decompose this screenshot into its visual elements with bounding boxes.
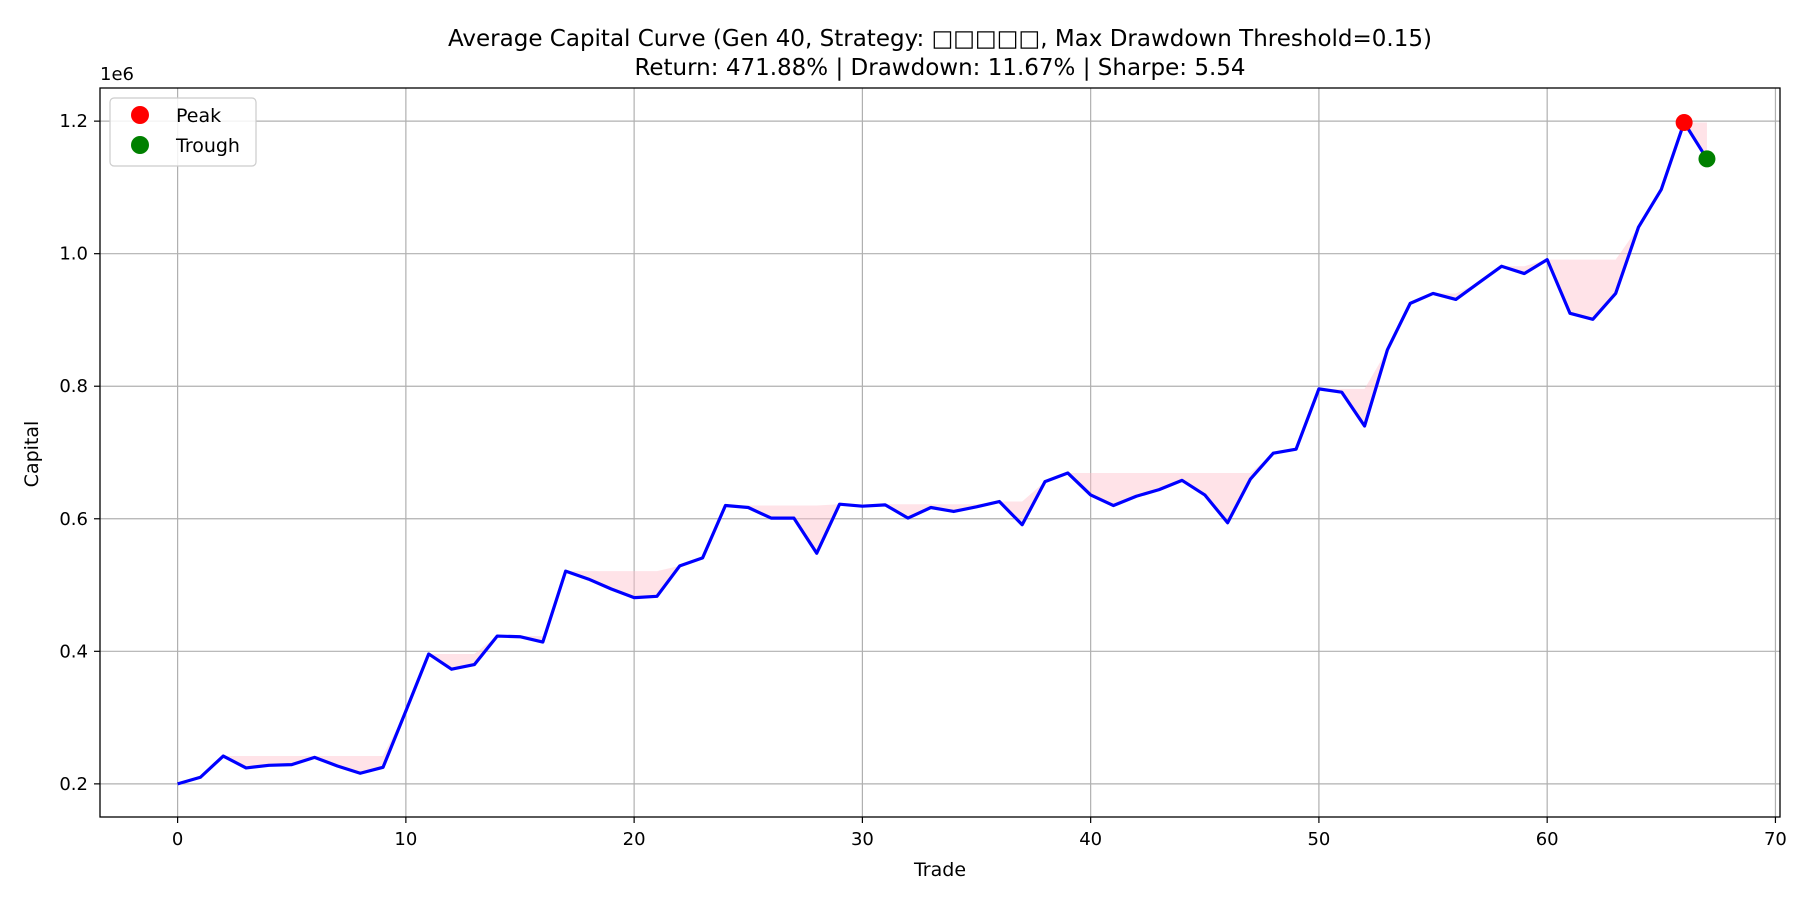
chart-title-line-2: Return: 471.88% | Drawdown: 11.67% | Sha… <box>634 55 1245 81</box>
x-tick-label: 20 <box>623 829 646 850</box>
legend-peak-marker <box>131 106 149 124</box>
x-tick-label: 30 <box>851 829 874 850</box>
x-tick-label: 0 <box>172 829 183 850</box>
y-tick-label: 1.0 <box>59 244 88 265</box>
legend-peak-label: Peak <box>176 105 221 127</box>
capital-series-line <box>177 120 1709 786</box>
x-tick-label: 60 <box>1536 829 1559 850</box>
marker-layer <box>1675 113 1716 168</box>
x-tick-label: 70 <box>1764 829 1787 850</box>
y-tick-label: 0.4 <box>59 641 88 662</box>
legend: Peak Trough <box>109 97 257 167</box>
legend-trough-marker <box>131 136 149 154</box>
peak-marker <box>1675 113 1693 131</box>
y-axis-label: Capital <box>21 421 43 488</box>
x-tick-label: 50 <box>1307 829 1330 850</box>
grid-layer <box>100 88 1780 817</box>
line-layer <box>177 120 1709 786</box>
axes-frame <box>99 87 1781 818</box>
drawdown-area <box>177 122 1707 784</box>
x-tick-label: 40 <box>1079 829 1102 850</box>
tick-layer: 0 10 20 30 40 50 60 70 0.2 0.4 0.6 0.8 1.0 1.2 <box>59 111 1787 850</box>
y-tick-label: 0.6 <box>59 509 88 530</box>
x-tick-label: 10 <box>394 829 417 850</box>
y-tick-label: 1.2 <box>59 111 88 132</box>
y-tick-label: 0.2 <box>59 774 88 795</box>
chart-title-line-1: Average Capital Curve (Gen 40, Strategy:… <box>448 26 1432 52</box>
drawdown-fill-layer <box>177 122 1707 784</box>
x-axis-label: Trade <box>913 859 966 881</box>
y-offset-label: 1e6 <box>100 64 134 85</box>
y-tick-label: 0.8 <box>59 376 88 397</box>
legend-trough-label: Trough <box>175 135 240 157</box>
trough-marker <box>1698 150 1716 168</box>
